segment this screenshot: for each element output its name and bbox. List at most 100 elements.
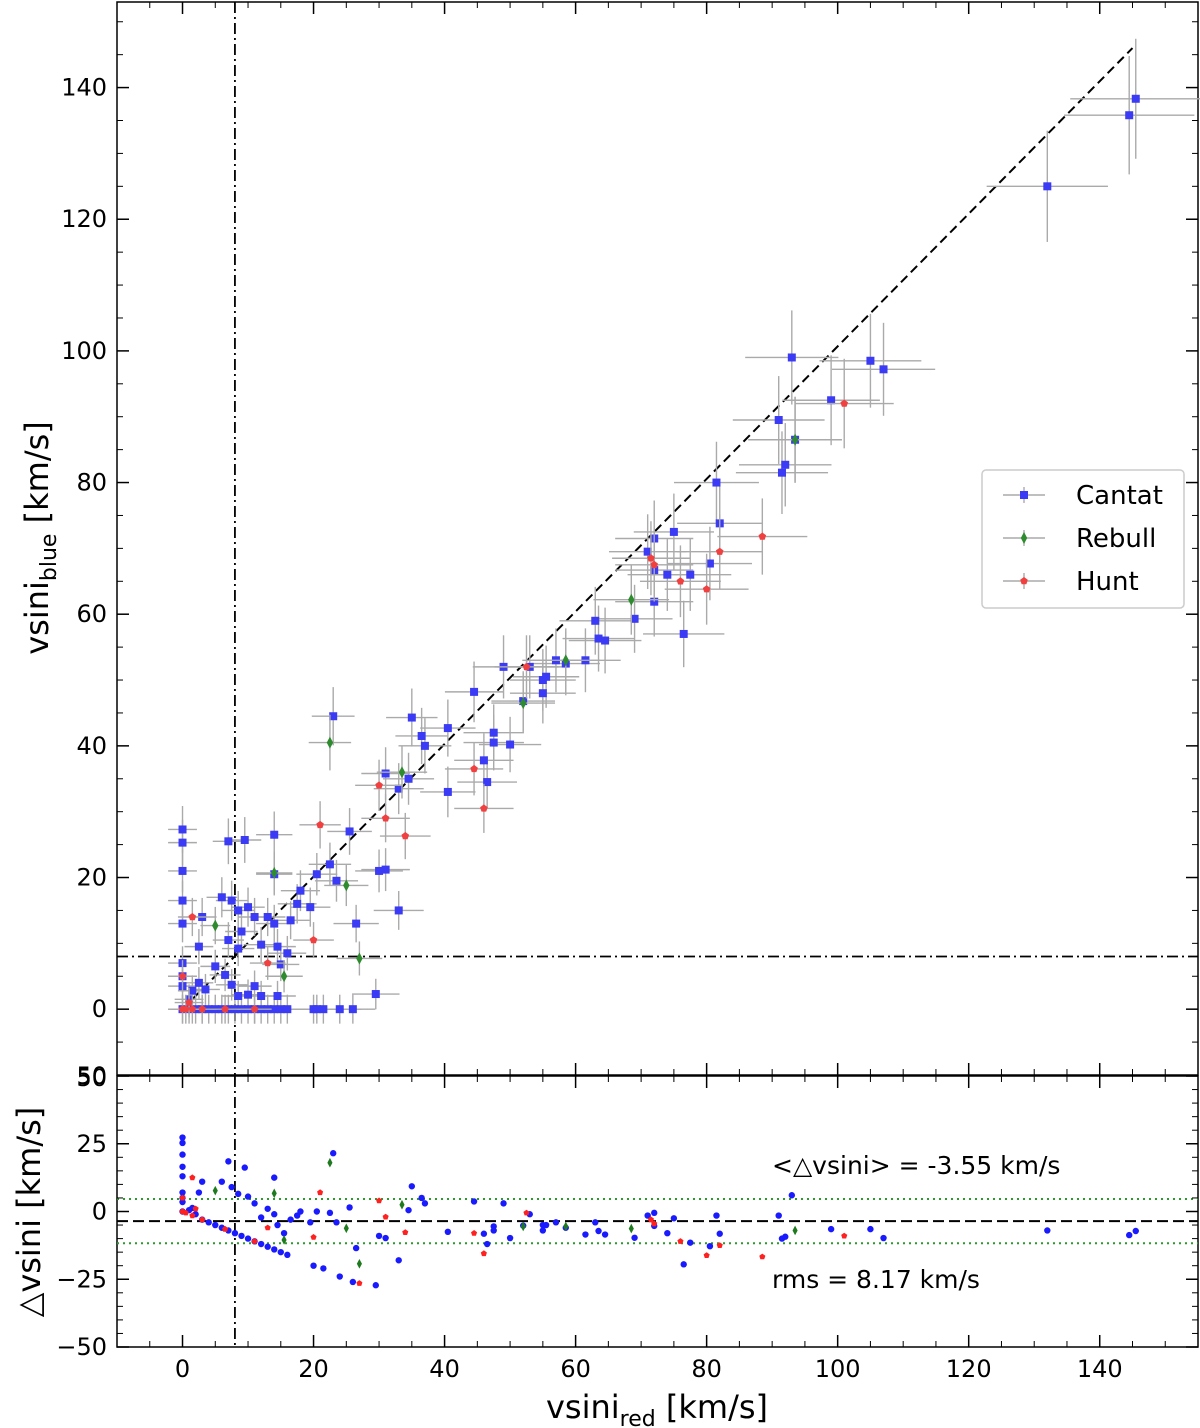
data-point-cantat xyxy=(263,913,272,922)
top-y-tick-label: 140 xyxy=(61,74,107,102)
xlabel-unit: [km/s] xyxy=(656,1388,768,1426)
bottom-y-tick-label: −25 xyxy=(56,1265,107,1293)
data-point-cantat xyxy=(381,769,390,778)
residual-point-cantat xyxy=(601,1231,609,1238)
data-point-hunt xyxy=(182,1005,190,1013)
data-point-cantat xyxy=(489,728,498,737)
data-point-cantat xyxy=(774,416,783,425)
residual-point-rebull xyxy=(563,1221,569,1232)
residual-point-cantat xyxy=(372,1282,379,1289)
residual-point-cantat xyxy=(179,1163,186,1170)
residual-point-cantat xyxy=(198,1178,206,1185)
residual-point-cantat xyxy=(405,1206,412,1214)
residual-point-cantat xyxy=(788,1192,796,1199)
data-point-cantat xyxy=(286,916,295,925)
bottom-y-tick-label: 50 xyxy=(76,1062,107,1090)
xlabel-main: vsini xyxy=(546,1388,620,1426)
residual-point-cantat xyxy=(336,1273,343,1280)
data-point-cantat xyxy=(257,992,266,1001)
residual-point-rebull xyxy=(792,1225,798,1236)
legend-label: Rebull xyxy=(1076,524,1156,554)
data-point-cantat xyxy=(250,913,259,922)
residual-point-cantat xyxy=(827,1225,835,1233)
legend-entry-rebull: Rebull xyxy=(1003,524,1156,554)
data-point-cantat xyxy=(244,903,253,912)
x-axis-title: vsinired [km/s] xyxy=(546,1388,768,1428)
residual-point-cantat xyxy=(716,1230,723,1237)
data-point-cantat xyxy=(777,468,786,477)
top-y-tick-label: 120 xyxy=(61,205,107,233)
data-point-cantat xyxy=(679,629,688,638)
data-point-rebull xyxy=(791,433,799,446)
residual-point-rebull xyxy=(628,1223,634,1234)
ylabel-unit: [km/s] xyxy=(18,421,56,533)
data-point-hunt xyxy=(188,1005,197,1013)
legend-marker xyxy=(1020,577,1028,585)
data-point-cantat xyxy=(188,986,197,995)
data-point-rebull xyxy=(343,879,350,892)
top-y-tick-label: 60 xyxy=(76,600,107,628)
data-point-hunt xyxy=(647,554,655,562)
residual-point-cantat xyxy=(1132,1227,1139,1235)
legend-marker xyxy=(1020,532,1028,544)
residual-point-cantat xyxy=(277,1248,284,1256)
data-point-hunt xyxy=(522,662,531,671)
legend-entry-hunt: Hunt xyxy=(1003,567,1139,597)
bottom-x-tick-label: 100 xyxy=(815,1355,861,1383)
residual-point-cantat xyxy=(218,1178,226,1185)
data-point-rebull xyxy=(271,866,278,879)
residual-point-cantat xyxy=(631,1234,638,1241)
data-point-cantat xyxy=(407,713,416,722)
data-point-cantat xyxy=(650,597,659,606)
data-point-hunt xyxy=(676,577,685,585)
legend: Cantat Rebull Hunt xyxy=(981,469,1185,609)
residual-point-cantat xyxy=(382,1234,389,1242)
bottom-x-tick-label: 0 xyxy=(175,1355,190,1383)
data-point-cantat xyxy=(273,992,282,1001)
residual-point-cantat xyxy=(775,1212,782,1219)
data-point-cantat xyxy=(443,724,452,733)
residual-point-cantat xyxy=(231,1229,239,1237)
residual-point-cantat xyxy=(330,1150,337,1157)
data-point-cantat xyxy=(227,980,236,989)
data-point-cantat xyxy=(194,942,203,951)
data-point-cantat xyxy=(781,460,790,469)
top-series-rebull xyxy=(200,396,842,993)
data-point-cantat xyxy=(443,787,452,796)
mean-label: <△vsini> = -3.55 km/s xyxy=(772,1151,1060,1180)
data-point-hunt xyxy=(221,1005,229,1013)
residual-point-hunt xyxy=(189,1174,196,1181)
residual-point-hunt xyxy=(376,1197,383,1204)
residual-point-hunt xyxy=(251,1238,258,1244)
data-point-cantat xyxy=(594,634,603,643)
residual-point-hunt xyxy=(222,1225,229,1232)
residual-point-cantat xyxy=(333,1219,340,1226)
residual-point-cantat xyxy=(307,1219,314,1226)
residual-point-cantat xyxy=(644,1212,651,1219)
residual-point-hunt xyxy=(402,1229,409,1235)
data-point-cantat xyxy=(234,992,243,1001)
data-point-cantat xyxy=(1125,111,1134,120)
top-plot-frame xyxy=(116,1,1199,1076)
ylabel-sub: blue xyxy=(37,534,62,582)
data-point-hunt xyxy=(316,820,324,829)
data-point-cantat xyxy=(178,825,187,834)
residual-point-cantat xyxy=(421,1200,429,1207)
data-point-cantat xyxy=(325,860,334,869)
residual-point-cantat xyxy=(235,1190,242,1198)
residual-point-cantat xyxy=(552,1219,560,1226)
bottom-x-tick-label: 20 xyxy=(298,1355,329,1383)
data-point-cantat xyxy=(345,827,354,836)
legend-marker xyxy=(1020,491,1028,499)
top-panel: 0 20 40 60 80 100 120 140 vsiniblue [km/s] Cant… xyxy=(18,1,1200,1076)
residual-point-cantat xyxy=(506,1234,514,1242)
data-point-cantat xyxy=(306,903,315,912)
data-point-hunt xyxy=(480,804,488,812)
residual-point-hunt xyxy=(317,1189,324,1196)
data-point-hunt xyxy=(198,1005,206,1013)
data-point-cantat xyxy=(375,866,384,875)
residual-point-cantat xyxy=(444,1228,452,1236)
bottom-series-rebull xyxy=(212,1157,798,1269)
data-point-cantat xyxy=(221,970,230,979)
data-point-cantat xyxy=(538,689,547,698)
